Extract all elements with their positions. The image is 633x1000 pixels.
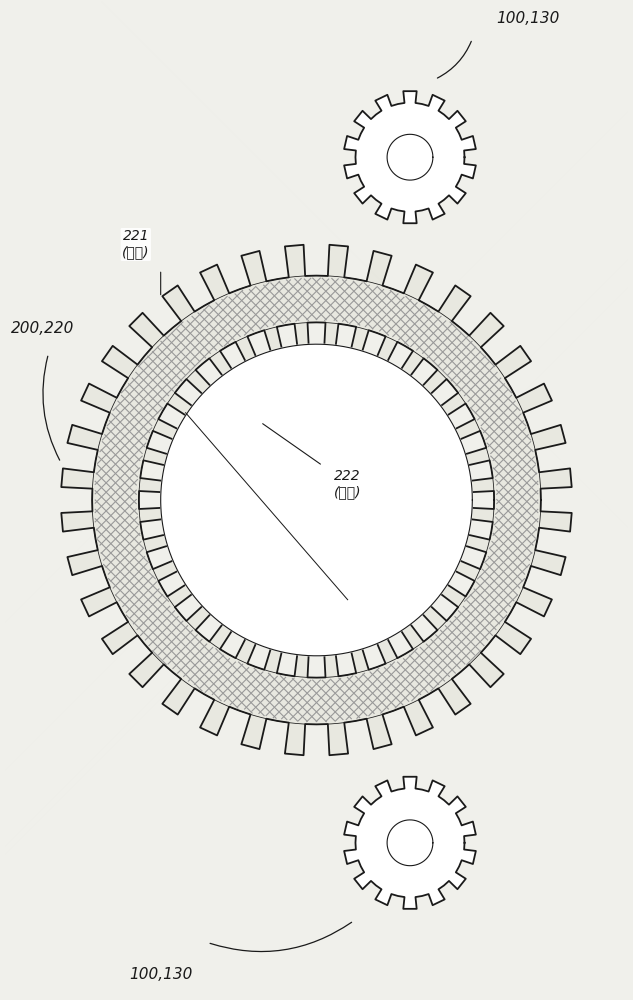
Text: 100,130: 100,130 [129,967,192,982]
Text: 222
(固定): 222 (固定) [334,469,361,500]
Polygon shape [161,344,472,656]
Polygon shape [387,820,433,866]
Text: 200,220: 200,220 [11,321,75,336]
Polygon shape [344,777,476,909]
Text: 100,130: 100,130 [497,11,560,26]
Polygon shape [344,91,476,223]
Polygon shape [139,322,494,678]
Polygon shape [61,245,572,755]
Text: 221
(旋转): 221 (旋转) [122,229,149,260]
Polygon shape [387,134,433,180]
